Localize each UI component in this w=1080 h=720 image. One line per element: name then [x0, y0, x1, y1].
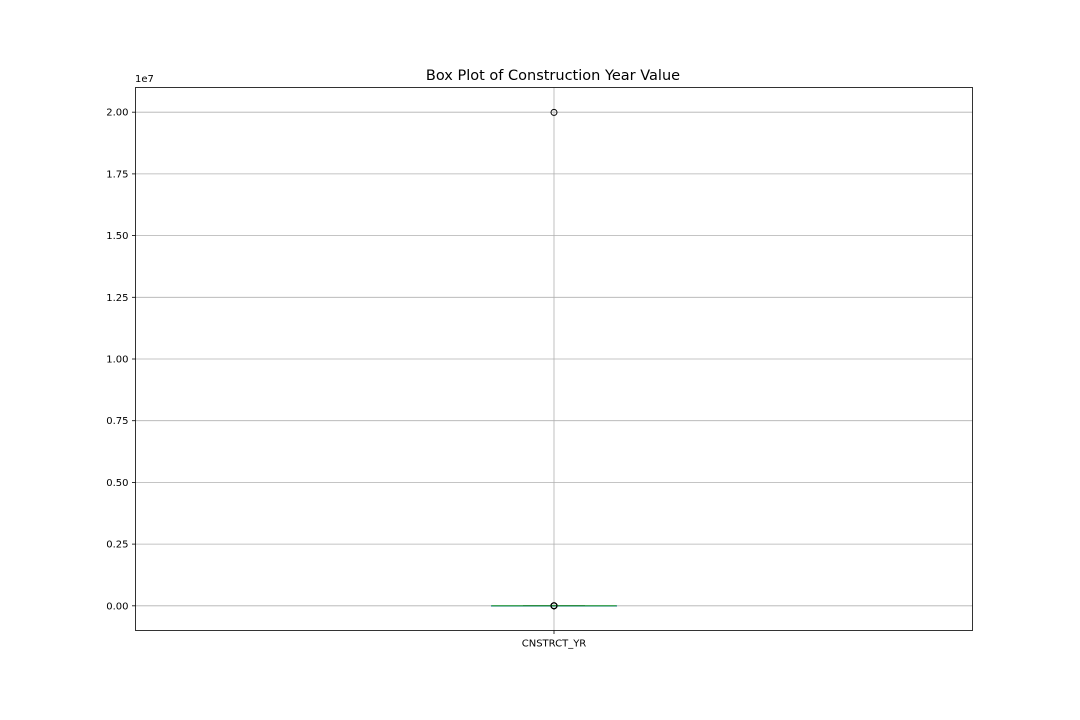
y-tick-label: 0.00 — [106, 601, 128, 612]
y-tick-label: 1.50 — [106, 231, 128, 242]
x-tick-label: CNSTRCT_YR — [522, 639, 587, 650]
y-tick-label: 0.75 — [106, 416, 128, 427]
y-tick-label: 1.25 — [106, 293, 128, 304]
chart-title: Box Plot of Construction Year Value — [426, 68, 680, 84]
axis-ticks: 0.00 0.25 0.50 0.75 1.00 1.25 1.50 1.75 2.00 CNST… — [106, 108, 586, 650]
box-group — [491, 108, 617, 610]
grid-lines — [135, 87, 973, 631]
y-tick-label: 0.25 — [106, 540, 128, 551]
y-tick-label: 2.00 — [106, 108, 128, 119]
y-tick-label: 0.50 — [106, 478, 128, 489]
y-axis-offset-label: 1e7 — [135, 74, 154, 85]
outlier-point — [550, 108, 558, 116]
outlier-point — [550, 602, 558, 610]
plot-area — [491, 108, 617, 610]
y-tick-label: 1.75 — [106, 169, 128, 180]
y-tick-label: 1.00 — [106, 355, 128, 366]
